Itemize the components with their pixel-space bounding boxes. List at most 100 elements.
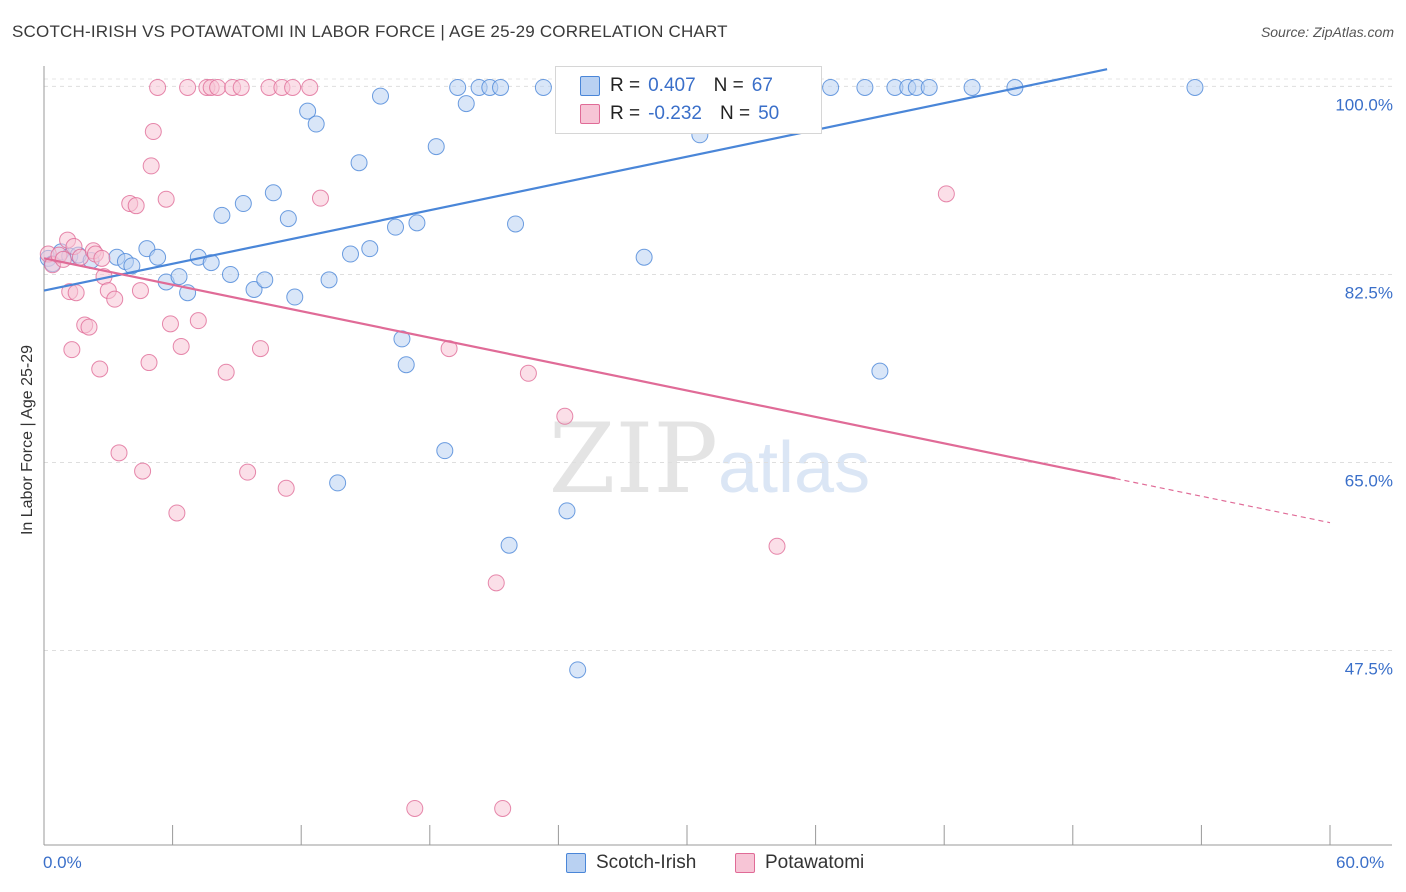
scotch-irish-point (329, 474, 347, 492)
scotch-irish-point (299, 102, 317, 120)
stats-legend: R = 0.407 N = 67 R = -0.232 N = 50 (555, 66, 822, 134)
potawatomi-point (251, 340, 269, 358)
scotch-irish-point (279, 210, 297, 228)
potawatomi-point (284, 78, 302, 96)
potawatomi-point (311, 189, 329, 207)
potawatomi-point (149, 78, 167, 96)
potawatomi-point (106, 290, 124, 308)
potawatomi-point (63, 341, 81, 359)
scotch-irish-point (397, 356, 415, 374)
scotch-irish-point (307, 115, 325, 133)
scotch-irish-point (457, 95, 475, 113)
scotch-irish-point (1186, 78, 1204, 96)
potawatomi-point (768, 537, 786, 555)
potawatomi-point (157, 190, 175, 208)
scotch-irish-point (264, 184, 282, 202)
scotch-irish-point (436, 442, 454, 460)
scotch-irish-point (500, 536, 518, 554)
scotch-irish-swatch (580, 76, 600, 96)
y-tick-label: 47.5% (1345, 660, 1393, 679)
potawatomi-point (91, 360, 109, 378)
scotch-irish-point (920, 78, 938, 96)
legend-label-scotch-irish: Scotch-Irish (596, 852, 697, 873)
potawatomi-point (127, 197, 145, 215)
potawatomi-point (232, 78, 250, 96)
scotch-irish-r-value: 0.407 (648, 75, 696, 96)
scotch-irish-point (361, 240, 379, 258)
potawatomi-point (937, 185, 955, 203)
potawatomi-point (168, 504, 186, 522)
potawatomi-swatch (580, 104, 600, 124)
chart-source: Source: ZipAtlas.com (1260, 24, 1394, 40)
scotch-irish-point (856, 78, 874, 96)
scotch-irish-point (170, 268, 188, 286)
stats-legend-row-scotch-irish: R = 0.407 N = 67 (556, 72, 773, 100)
legend-label-potawatomi: Potawatomi (765, 852, 865, 873)
y-tick-label: 65.0% (1345, 471, 1393, 490)
potawatomi-point (67, 284, 85, 302)
scotch-irish-point (492, 78, 510, 96)
scotch-irish-point (822, 78, 840, 96)
scotch-irish-n-value: 67 (751, 75, 773, 96)
potawatomi-point (134, 462, 152, 480)
potawatomi-trend-line (43, 257, 1116, 480)
scotch-irish-point (221, 265, 239, 283)
scotch-irish-point (149, 248, 167, 266)
legend-swatch-scotch-irish (566, 853, 586, 873)
scotch-irish-point (507, 215, 525, 233)
stats-legend-row-potawatomi: R = -0.232 N = 50 (556, 100, 779, 128)
scotch-irish-trend-line (43, 68, 1108, 292)
x-tick-label-max: 60.0% (1336, 853, 1385, 872)
scotch-irish-point (202, 254, 220, 272)
y-tick-label: 82.5% (1345, 283, 1393, 302)
legend-swatch-potawatomi (735, 853, 755, 873)
potawatomi-trend-extension (1115, 478, 1331, 524)
x-tick-label-min: 0.0% (43, 853, 82, 872)
potawatomi-point (494, 799, 512, 817)
potawatomi-point (172, 337, 190, 355)
scotch-irish-point (569, 661, 587, 679)
potawatomi-point (406, 799, 424, 817)
scotch-irish-point (320, 271, 338, 289)
potawatomi-point (179, 78, 197, 96)
chart-title: SCOTCH-IRISH VS POTAWATOMI IN LABOR FORC… (12, 22, 728, 41)
potawatomi-point (217, 363, 235, 381)
watermark-zip: ZIP (549, 403, 718, 515)
potawatomi-point (54, 250, 72, 268)
scotch-irish-point (871, 362, 889, 380)
potawatomi-point (93, 249, 111, 267)
scotch-irish-point (256, 271, 274, 289)
scotch-irish-point (234, 195, 252, 213)
y-tick-label: 100.0% (1335, 95, 1393, 114)
potawatomi-point (131, 282, 149, 300)
legend-item-scotch-irish: Scotch-Irish (566, 852, 696, 874)
scotch-irish-point (408, 214, 426, 232)
potawatomi-r-value: -0.232 (648, 103, 702, 124)
potawatomi-point (277, 479, 295, 497)
potawatomi-point (519, 364, 537, 382)
potawatomi-point (189, 312, 207, 330)
scotch-irish-point (963, 78, 981, 96)
potawatomi-point (301, 78, 319, 96)
scotch-irish-point (213, 206, 231, 224)
watermark-atlas: atlas (718, 428, 870, 508)
potawatomi-point (142, 157, 160, 175)
potawatomi-point (144, 123, 162, 141)
potawatomi-point (209, 78, 227, 96)
y-axis-label: In Labor Force | Age 25-29 (19, 344, 36, 536)
scotch-irish-point (558, 502, 576, 520)
scotch-irish-point (123, 257, 141, 275)
potawatomi-point (556, 407, 574, 425)
scotch-irish-point (387, 218, 405, 236)
scotch-irish-point (341, 245, 359, 263)
potawatomi-point (80, 318, 98, 336)
scotch-irish-point (635, 248, 653, 266)
scotch-irish-point (449, 78, 467, 96)
legend-item-potawatomi: Potawatomi (735, 852, 864, 874)
scotch-irish-point (245, 280, 263, 298)
scotch-irish-point (350, 154, 368, 172)
potawatomi-point (140, 354, 158, 372)
potawatomi-point (487, 574, 505, 592)
scotch-irish-point (372, 87, 390, 105)
